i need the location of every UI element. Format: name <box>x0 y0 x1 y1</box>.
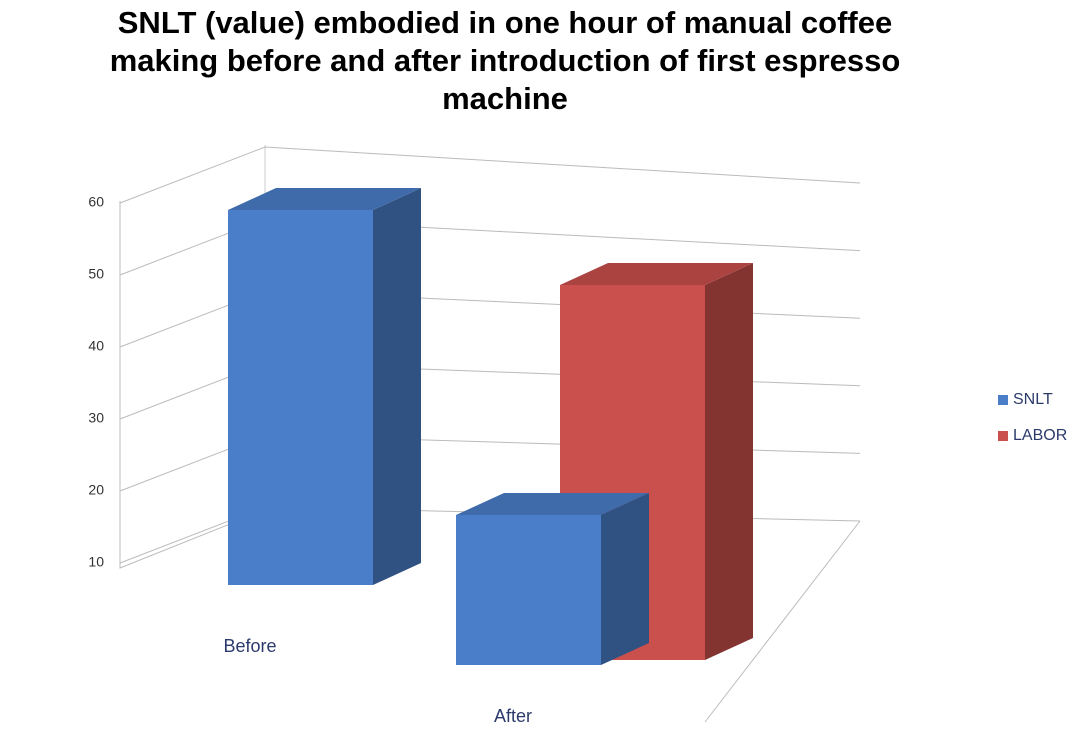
axis-wall <box>119 201 266 569</box>
bar-top <box>456 493 649 515</box>
floor <box>704 520 861 723</box>
y-tick-label: 50 <box>88 266 104 282</box>
legend-label: SNLT <box>1013 391 1053 408</box>
legend-swatch <box>998 395 1008 405</box>
y-tick-label: 20 <box>88 482 104 498</box>
grid-line <box>119 146 861 204</box>
y-tick-label: 60 <box>88 194 104 210</box>
y-tick-label: 10 <box>88 554 104 570</box>
chart-title: SNLT (value) embodied in one hour of man… <box>109 5 901 116</box>
bar-side <box>373 188 421 585</box>
bar-top <box>560 263 753 285</box>
bar <box>456 515 601 665</box>
x-tick-label: Before <box>223 636 276 656</box>
y-tick-label: 40 <box>88 338 104 354</box>
y-tick-label: 30 <box>88 410 104 426</box>
bar-side <box>705 263 753 660</box>
bar-side <box>601 493 649 665</box>
legend-swatch <box>998 431 1008 441</box>
bar-top <box>228 188 421 210</box>
legend-label: LABOR <box>1013 427 1067 444</box>
bar <box>228 210 373 585</box>
x-tick-label: After <box>494 706 532 726</box>
